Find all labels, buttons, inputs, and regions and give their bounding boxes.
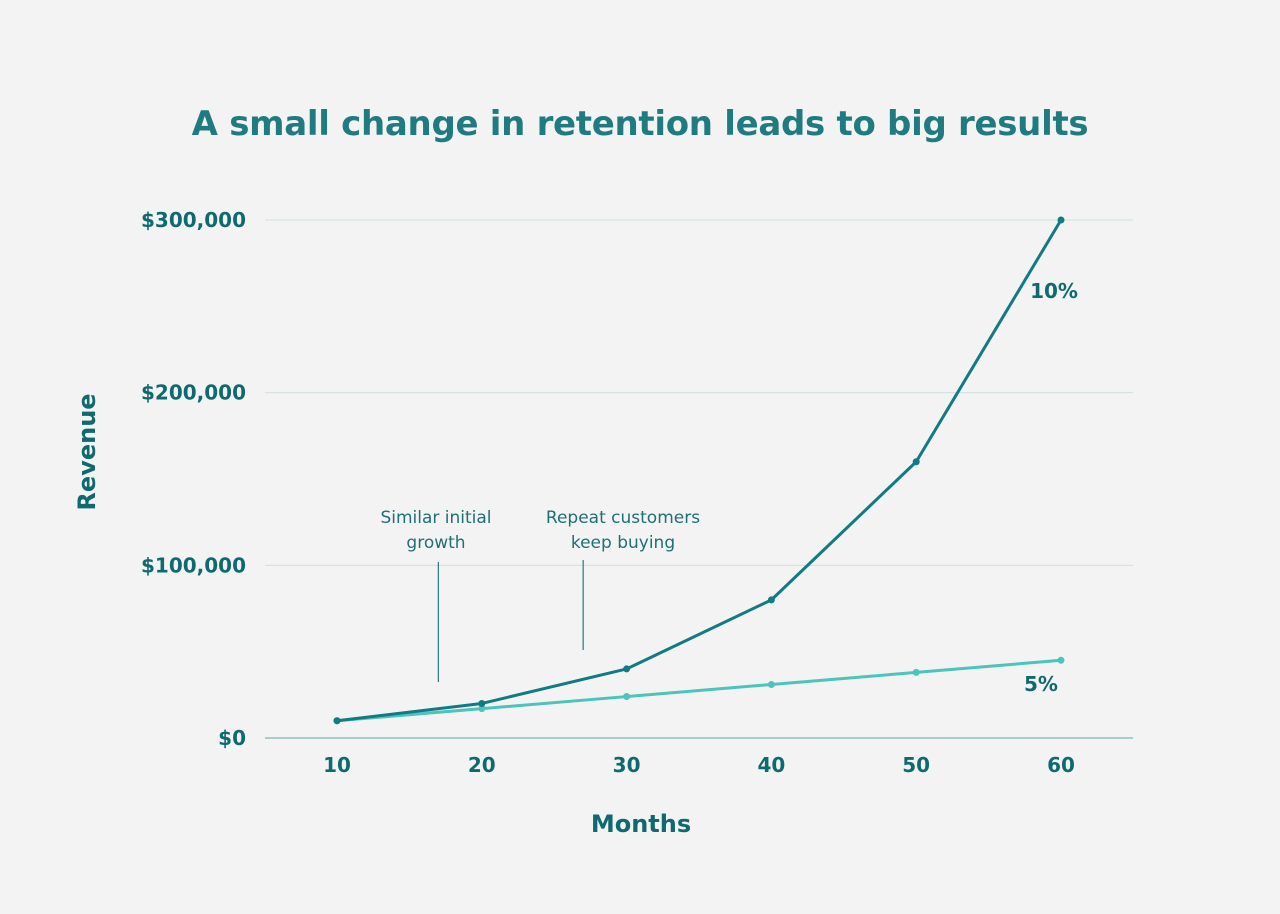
y-axis-label: Revenue [73, 393, 101, 510]
y-tick-label: $200,000 [141, 381, 246, 405]
x-axis-label: Months [591, 810, 691, 838]
x-tick-label: 60 [1047, 753, 1075, 777]
series-label-10pct: 10% [1030, 279, 1078, 303]
y-tick-label: $0 [218, 726, 246, 750]
x-tick-label: 30 [613, 753, 641, 777]
data-point [912, 668, 920, 676]
x-tick-label: 10 [323, 753, 351, 777]
y-tick-label: $300,000 [141, 208, 246, 232]
x-tick-label: 20 [468, 753, 496, 777]
data-point [912, 458, 920, 466]
data-point [767, 680, 775, 688]
data-point [623, 665, 631, 673]
chart-title: A small change in retention leads to big… [191, 104, 1089, 144]
data-point [1057, 656, 1065, 664]
data-point [767, 596, 775, 604]
series-line-10pct [336, 219, 1063, 723]
data-point [1057, 216, 1065, 224]
series-label-5pct: 5% [1024, 672, 1058, 696]
annotation-text: keep buying [571, 533, 675, 553]
annotation-text: Repeat customers [546, 508, 700, 528]
data-point [478, 705, 486, 713]
y-tick-label: $100,000 [141, 553, 246, 577]
x-tick-label: 40 [757, 753, 785, 777]
series-line-5pct [336, 658, 1062, 723]
annotation-text: Similar initial [380, 508, 491, 528]
data-point [333, 717, 341, 725]
data-point [623, 693, 631, 701]
annotation-text: growth [406, 533, 465, 553]
x-tick-label: 50 [902, 753, 930, 777]
data-point [478, 699, 486, 707]
